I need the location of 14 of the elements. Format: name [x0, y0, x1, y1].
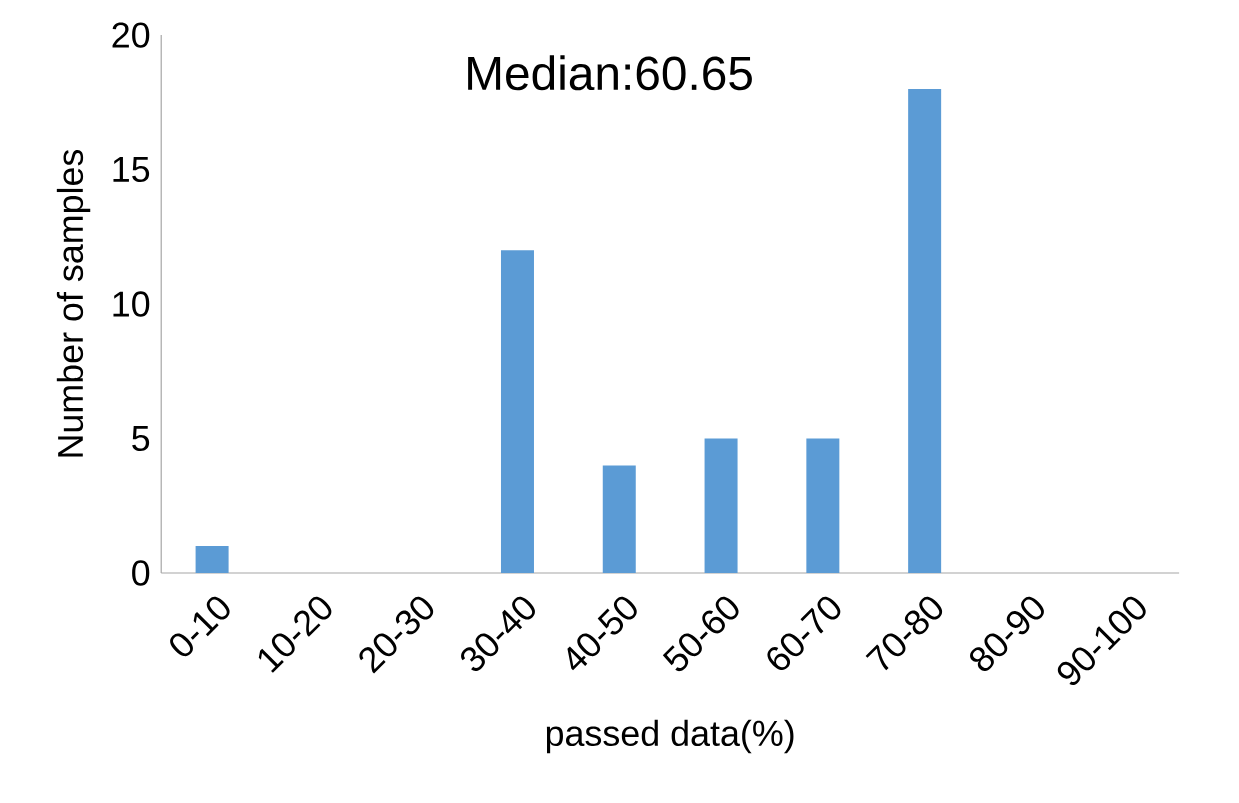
y-tick-label: 20 — [112, 22, 150, 48]
y-axis-title: Number of samples — [56, 149, 91, 457]
x-axis-title: passed data(%) — [546, 719, 794, 754]
y-tick-label: 10 — [113, 291, 150, 317]
bar — [806, 438, 840, 573]
bar — [500, 250, 534, 573]
y-tick-label: 5 — [132, 425, 150, 451]
bar — [908, 88, 942, 573]
bar — [704, 438, 738, 573]
y-tick-label: 15 — [113, 157, 150, 183]
y-tick-label: 0 — [132, 560, 150, 586]
bar — [195, 546, 229, 573]
annotation: Median:60.65 — [468, 55, 752, 91]
bar — [602, 465, 636, 573]
